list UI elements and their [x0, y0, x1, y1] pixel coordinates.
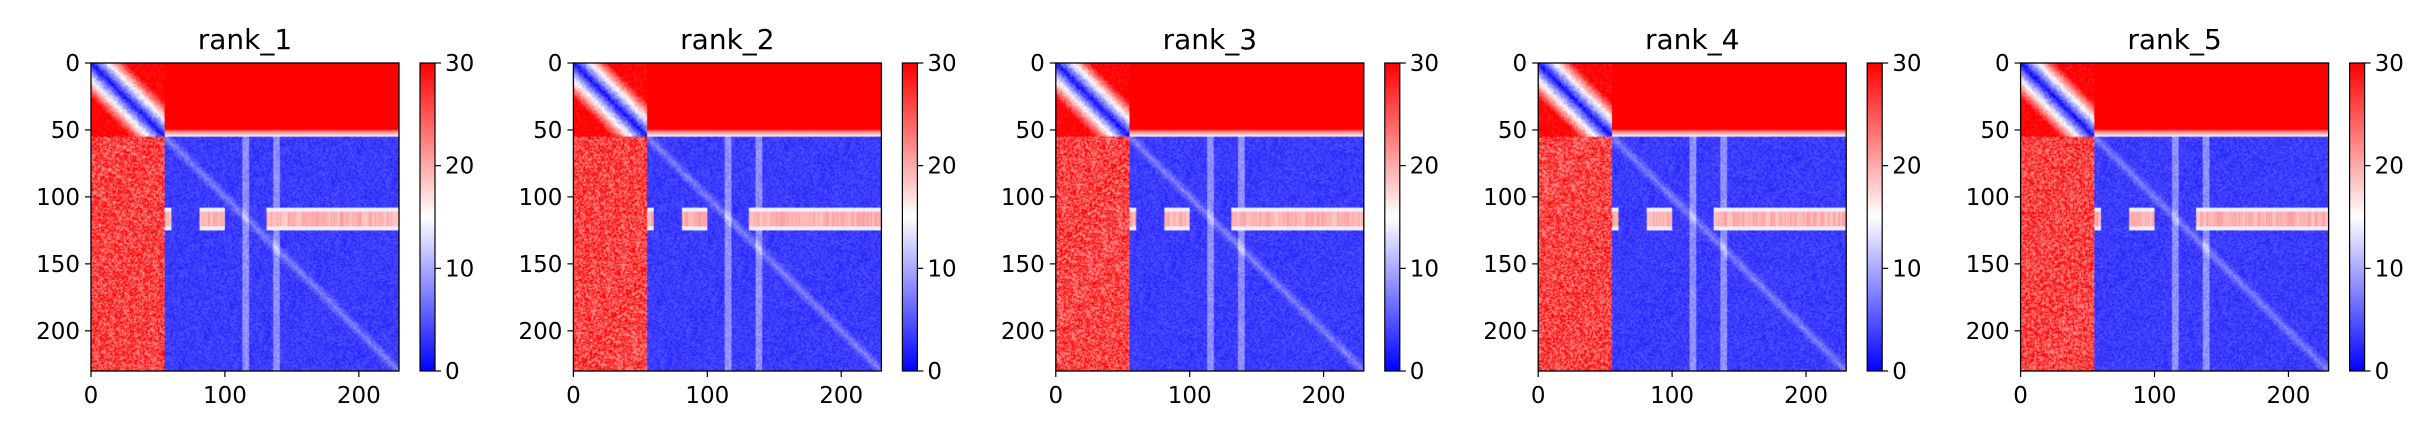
- y-tick-label: 200: [36, 319, 80, 345]
- heatmap-image: [573, 63, 882, 371]
- x-tick-label: 0: [566, 383, 581, 409]
- y-tick-label: 50: [1980, 118, 2009, 144]
- axes-frame: [1537, 62, 1847, 372]
- colorbar-tick-label: 0: [927, 359, 942, 385]
- colorbar-tick-label: 0: [445, 359, 460, 385]
- y-tick-label: 100: [1483, 185, 1527, 211]
- x-tick-label: 100: [203, 383, 247, 409]
- colorbar-tick-label: 30: [1410, 51, 1439, 77]
- y-tick-label: 0: [1513, 51, 1528, 77]
- panel-title: rank_5: [2127, 23, 2221, 56]
- colorbar-tick-label: 0: [2375, 359, 2390, 385]
- x-tick-label: 200: [1302, 383, 1346, 409]
- x-tick-label: 100: [2133, 383, 2177, 409]
- colorbar: [419, 62, 436, 372]
- colorbar: [901, 62, 919, 372]
- y-tick-label: 200: [1966, 319, 2010, 345]
- x-tick-label: 100: [685, 383, 729, 409]
- x-tick-label: 0: [1048, 383, 1063, 409]
- colorbar-tick-label: 30: [445, 51, 474, 77]
- panel-title: rank_1: [198, 23, 292, 56]
- colorbar-tick-label: 10: [445, 256, 474, 282]
- colorbar-tick-label: 10: [927, 256, 956, 282]
- y-tick-label: 200: [1483, 319, 1527, 345]
- y-tick-label: 50: [1016, 118, 1045, 144]
- y-tick-label: 100: [518, 185, 562, 211]
- colorbar: [2349, 62, 2366, 372]
- axes-frame: [572, 62, 883, 372]
- axes-frame: [1055, 62, 1365, 372]
- x-tick-label: 0: [1531, 383, 1546, 409]
- heatmap-image: [1055, 63, 1364, 371]
- y-tick-label: 0: [1030, 51, 1045, 77]
- heatmap-image: [91, 63, 399, 371]
- y-tick-label: 0: [65, 51, 80, 77]
- y-tick-label: 150: [36, 252, 80, 278]
- colorbar-tick-label: 30: [2375, 51, 2404, 77]
- axes-frame: [2019, 62, 2330, 372]
- y-tick-label: 150: [1483, 252, 1527, 278]
- x-tick-label: 200: [1784, 383, 1828, 409]
- x-tick-label: 200: [2266, 383, 2310, 409]
- x-tick-label: 0: [2013, 383, 2028, 409]
- colorbar-tick-label: 10: [2375, 256, 2404, 282]
- colorbar-tick-label: 0: [1892, 359, 1907, 385]
- y-tick-label: 50: [1498, 118, 1527, 144]
- y-tick-label: 150: [518, 252, 562, 278]
- y-tick-label: 100: [36, 185, 80, 211]
- panel-title: rank_4: [1645, 23, 1739, 56]
- y-tick-label: 0: [548, 51, 563, 77]
- x-tick-label: 0: [84, 383, 99, 409]
- x-tick-label: 200: [819, 383, 863, 409]
- heatmap-image: [2020, 63, 2329, 371]
- y-tick-label: 50: [51, 118, 80, 144]
- panel-2: rank_2 0 100 200 0 50 100 150 200 0 10 20 30: [518, 23, 956, 409]
- x-tick-label: 200: [337, 383, 381, 409]
- colorbar: [1866, 62, 1883, 372]
- axes-frame: [90, 62, 400, 372]
- colorbar-tick-label: 10: [1410, 256, 1439, 282]
- y-tick-label: 150: [1001, 252, 1045, 278]
- panel-title: rank_3: [1163, 23, 1257, 56]
- heatmap-image: [1538, 63, 1847, 371]
- colorbar-tick-label: 20: [1410, 154, 1439, 180]
- colorbar-tick-label: 20: [1892, 154, 1921, 180]
- colorbar-tick-label: 20: [2375, 154, 2404, 180]
- panel-5: rank_5 0 100 200 0 50 100 150 200 0 10 20 30: [1966, 23, 2404, 409]
- y-tick-label: 200: [518, 319, 562, 345]
- colorbar-tick-label: 30: [927, 51, 956, 77]
- panel-title: rank_2: [680, 23, 774, 56]
- y-tick-label: 100: [1001, 185, 1045, 211]
- panel-3: rank_3 0 100 200 0 50 100 150 200 0 10 20 30: [1001, 23, 1439, 409]
- colorbar-tick-label: 0: [1410, 359, 1425, 385]
- colorbar-tick-label: 20: [445, 154, 474, 180]
- panel-1: rank_1 0 100 200 0 50 100 150 200 0 10 20 30: [36, 23, 474, 409]
- y-tick-label: 200: [1001, 319, 1045, 345]
- y-tick-label: 100: [1966, 185, 2010, 211]
- y-tick-label: 0: [1995, 51, 2010, 77]
- y-tick-label: 50: [533, 118, 562, 144]
- x-tick-label: 100: [1168, 383, 1212, 409]
- colorbar-tick-label: 30: [1892, 51, 1921, 77]
- colorbar-tick-label: 20: [927, 154, 956, 180]
- colorbar-tick-label: 10: [1892, 256, 1921, 282]
- x-tick-label: 100: [1650, 383, 1694, 409]
- y-tick-label: 150: [1966, 252, 2010, 278]
- colorbar: [1384, 62, 1401, 372]
- panel-4: rank_4 0 100 200 0 50 100 150 200 0 10 20 30: [1483, 23, 1921, 409]
